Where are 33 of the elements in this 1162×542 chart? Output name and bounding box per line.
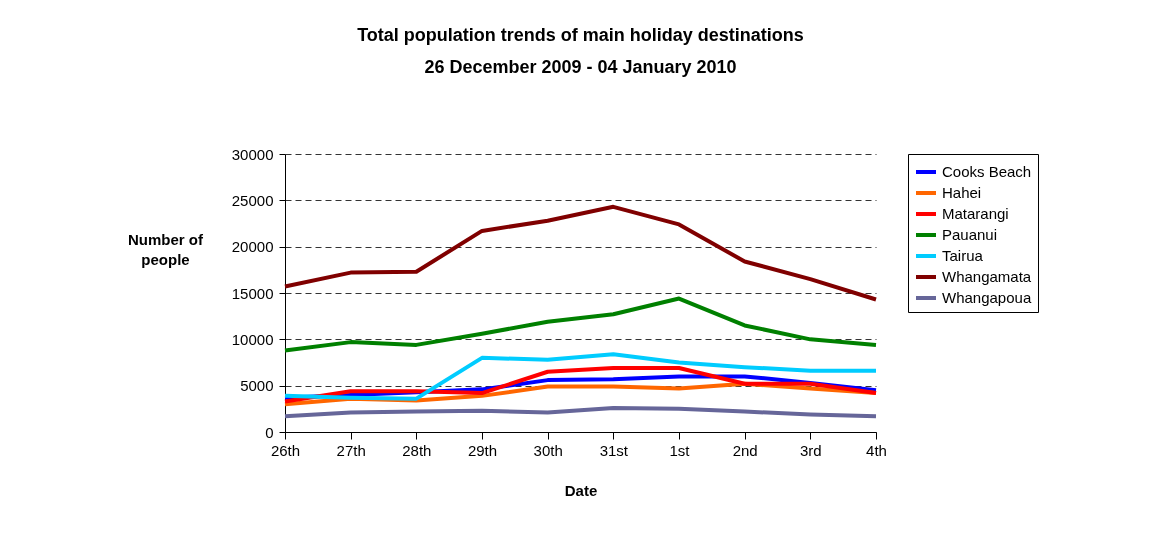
legend-label: Tairua	[942, 247, 984, 264]
line-series	[283, 204, 878, 302]
y-axis-title: Number of people	[128, 230, 204, 268]
legend-label: Whangapoua	[942, 289, 1032, 306]
line-series	[283, 405, 878, 419]
x-tick-label: 29th	[467, 441, 498, 459]
legend-label: Cooks Beach	[942, 163, 1032, 180]
legend-label: Matarangi	[942, 205, 1009, 222]
x-tick-label: 27th	[336, 441, 366, 459]
x-tick-label: 30th	[533, 441, 563, 459]
chart-title: Total population trends of main holiday destinations	[357, 25, 804, 45]
line-series	[283, 352, 878, 401]
x-axis-title: Date	[564, 481, 598, 499]
x-tick-label: 4th	[866, 441, 887, 459]
x-tick-label: 26th	[270, 441, 301, 459]
legend-label: Pauanui	[942, 226, 998, 243]
y-tick-label: 0	[265, 423, 274, 441]
legend-label: Whangamata	[942, 268, 1032, 285]
x-tick-label: 2nd	[732, 441, 758, 459]
y-tick-label: 30000	[231, 145, 274, 163]
x-tick-label: 28th	[402, 441, 432, 459]
x-tick-label: 3rd	[799, 441, 822, 459]
chart-subtitle: 26 December 2009 - 04 January 2010	[424, 57, 737, 77]
line-series	[283, 366, 878, 404]
x-tick-label: 31st	[599, 441, 629, 459]
y-tick-label: 5000	[240, 377, 274, 395]
legend-label: Hahei	[942, 184, 982, 201]
line-series	[283, 296, 878, 353]
x-tick-label: 1st	[669, 441, 691, 459]
y-tick-label: 15000	[231, 284, 274, 302]
y-tick-label: 10000	[231, 330, 274, 348]
y-tick-label: 25000	[231, 191, 274, 209]
y-tick-label: 20000	[231, 238, 274, 256]
